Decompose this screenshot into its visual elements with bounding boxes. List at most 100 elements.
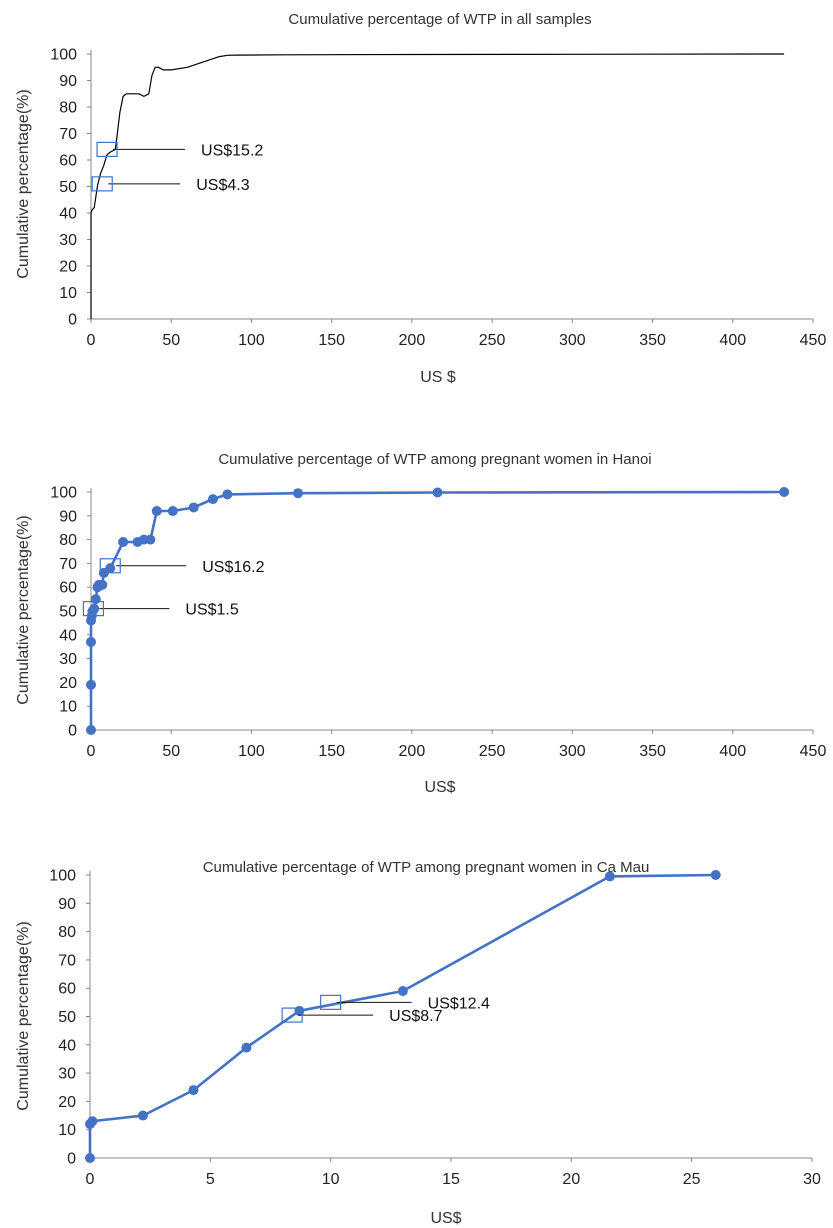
y-tick-label: 100 [50,47,77,64]
y-tick-label: 100 [50,485,77,502]
data-point [292,488,303,499]
y-tick-label: 50 [59,179,77,196]
x-tick-label: 0 [86,1171,95,1188]
x-tick-label: 400 [719,332,746,349]
chart-title: Cumulative percentage of WTP among pregn… [218,451,651,468]
y-tick-label: 40 [58,1037,76,1054]
series-line [90,53,785,319]
x-tick-label: 15 [442,1171,460,1188]
y-tick-label: 50 [58,1009,76,1026]
y-tick-label: 0 [68,312,77,329]
x-tick-label: 100 [238,743,265,760]
data-point [89,603,100,614]
annotation-label: US$15.2 [201,142,263,159]
x-tick-label: 200 [399,332,426,349]
data-point [710,870,721,880]
y-tick-label: 70 [59,556,77,573]
x-tick-label: 350 [639,743,666,760]
y-tick-label: 80 [58,924,76,941]
data-point [397,986,408,997]
x-tick-label: 50 [162,332,180,349]
y-tick-label: 10 [59,285,77,302]
y-tick-label: 40 [59,627,77,644]
chart-title: Cumulative percentage of WTP in all samp… [288,11,591,28]
y-tick-label: 0 [68,723,77,740]
data-point [151,506,162,517]
annotation-label: US$12.4 [428,995,490,1012]
y-tick-label: 0 [67,1151,76,1168]
x-tick-label: 300 [559,332,586,349]
y-tick-label: 20 [58,1094,76,1111]
x-tick-label: 200 [399,743,426,760]
data-point [86,725,96,735]
y-tick-label: 10 [59,699,77,716]
y-tick-label: 30 [59,651,77,668]
annotation-marker [82,601,105,617]
y-tick-label: 60 [59,153,77,170]
data-point [222,489,233,500]
y-tick-label: 60 [58,981,76,998]
y-tick-label: 30 [59,232,77,249]
data-point [188,1085,199,1096]
x-tick-label: 150 [318,332,345,349]
y-axis-label: Cumulative percentage(%) [15,89,32,278]
y-tick-label: 60 [59,580,77,597]
x-tick-label: 350 [639,332,666,349]
data-point [90,594,101,605]
x-tick-label: 450 [800,332,827,349]
data-point [118,536,129,547]
y-tick-label: 20 [59,675,77,692]
data-point [87,1116,98,1127]
x-tick-label: 25 [683,1171,701,1188]
data-point [294,1005,305,1016]
y-axis-label: Cumulative percentage(%) [15,921,32,1110]
data-point [86,636,96,647]
data-point [779,487,790,497]
chart-title: Cumulative percentage of WTP among pregn… [203,859,650,876]
x-tick-label: 0 [87,332,96,349]
x-tick-label: 150 [318,743,345,760]
y-axis-label: Cumulative percentage(%) [15,515,32,704]
data-point [432,487,443,498]
y-tick-label: 90 [58,896,76,913]
x-tick-label: 0 [87,743,96,760]
y-tick-label: 80 [59,532,77,549]
x-tick-label: 250 [479,743,506,760]
x-tick-label: 250 [479,332,506,349]
y-tick-label: 20 [59,259,77,276]
annotation-marker [281,1007,303,1023]
x-tick-label: 400 [719,743,746,760]
x-tick-label: 5 [206,1171,215,1188]
y-tick-label: 10 [58,1122,76,1139]
annotation-marker [91,176,113,192]
x-axis-label: US $ [420,369,456,386]
x-axis-label: US$ [430,1210,461,1227]
x-tick-label: 50 [162,743,180,760]
x-tick-label: 10 [322,1171,340,1188]
data-point [241,1042,252,1053]
y-tick-label: 80 [59,100,77,117]
y-tick-label: 100 [49,868,76,885]
annotation-label: US$8.7 [389,1008,442,1025]
chart-hanoi: Cumulative percentage of WTP among pregn… [15,451,826,796]
annotation-label: US$16.2 [202,559,264,576]
plot-area: 0 10 20 30 40 50 60 70 80 90 100 0 5 10 15 20 25 30 US$12.… [49,868,821,1189]
annotation-label: US$4.3 [196,177,249,194]
y-tick-label: 50 [59,604,77,621]
x-tick-label: 450 [800,743,827,760]
x-tick-label: 30 [803,1171,821,1188]
data-point [145,534,156,545]
x-axis-label: US$ [424,779,455,796]
annotation-label: US$1.5 [185,602,238,619]
chart-all-samples: Cumulative percentage of WTP in all samp… [15,11,827,386]
y-tick-label: 70 [59,126,77,143]
data-point [97,579,108,590]
chart-ca-mau: Cumulative percentage of WTP among pregn… [15,859,821,1227]
plot-area: 0 10 20 30 40 50 60 70 80 90 100 0 50 100 150 200 250 300… [50,485,826,761]
y-tick-label: 90 [59,508,77,525]
y-tick-label: 40 [59,206,77,223]
data-point [105,563,116,574]
y-tick-label: 90 [59,73,77,90]
x-tick-label: 300 [559,743,586,760]
data-point [137,1110,148,1121]
